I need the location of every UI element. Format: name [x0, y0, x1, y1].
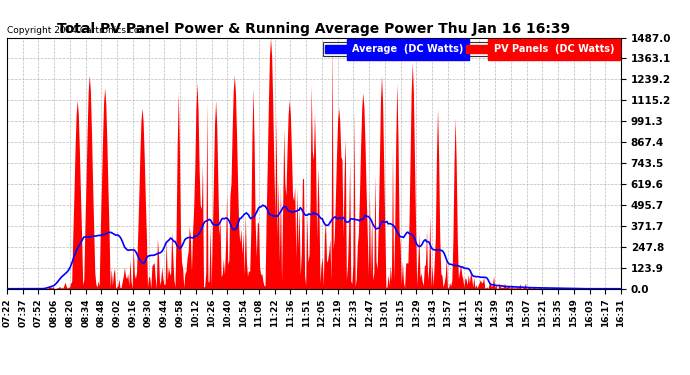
Legend: Average  (DC Watts), PV Panels  (DC Watts): Average (DC Watts), PV Panels (DC Watts): [323, 42, 616, 56]
Text: Copyright 2014 Cartronics.com: Copyright 2014 Cartronics.com: [7, 26, 148, 35]
Title: Total PV Panel Power & Running Average Power Thu Jan 16 16:39: Total PV Panel Power & Running Average P…: [57, 22, 571, 36]
